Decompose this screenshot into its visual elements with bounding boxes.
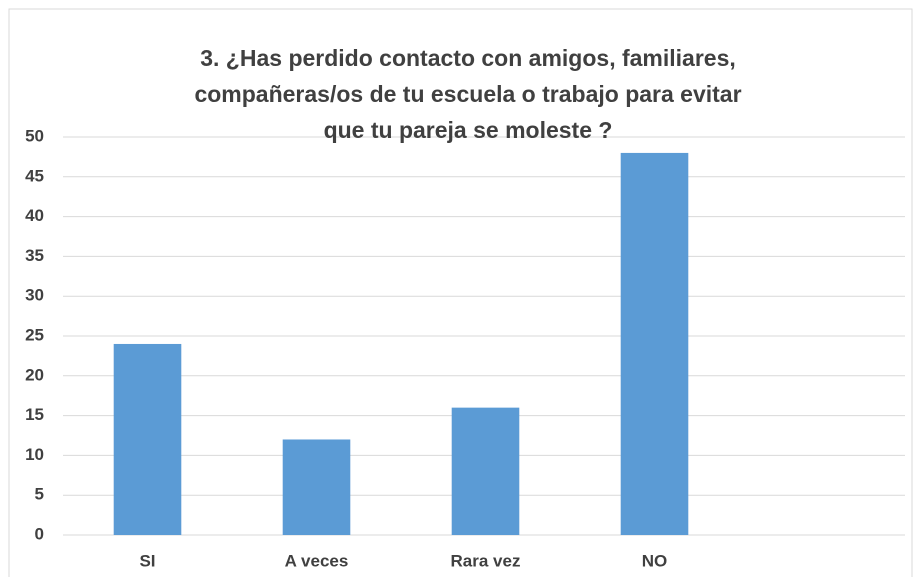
y-tick-label: 40 <box>25 206 44 225</box>
bar <box>620 152 689 536</box>
y-tick-label: 15 <box>25 405 44 424</box>
y-tick-label: 20 <box>25 365 44 384</box>
bar <box>113 343 182 535</box>
y-tick-label: 45 <box>25 166 44 185</box>
y-tick-label: 30 <box>25 286 44 305</box>
chart-title: que tu pareja se moleste ? <box>324 117 613 143</box>
y-tick-label: 5 <box>35 485 44 504</box>
x-tick-label: SI <box>139 551 155 570</box>
x-tick-label: Rara vez <box>451 551 521 570</box>
chart-title: compañeras/os de tu escuela o trabajo pa… <box>194 81 741 107</box>
y-tick-label: 35 <box>25 246 44 265</box>
chart-title: 3. ¿Has perdido contacto con amigos, fam… <box>200 45 736 71</box>
y-tick-label: 50 <box>25 126 44 145</box>
y-tick-label: 0 <box>35 524 44 543</box>
x-tick-label: A veces <box>285 551 349 570</box>
bar <box>282 439 351 535</box>
x-tick-label: NO <box>642 551 668 570</box>
y-tick-label: 25 <box>25 325 44 344</box>
bar <box>451 407 520 535</box>
y-tick-label: 10 <box>25 445 44 464</box>
